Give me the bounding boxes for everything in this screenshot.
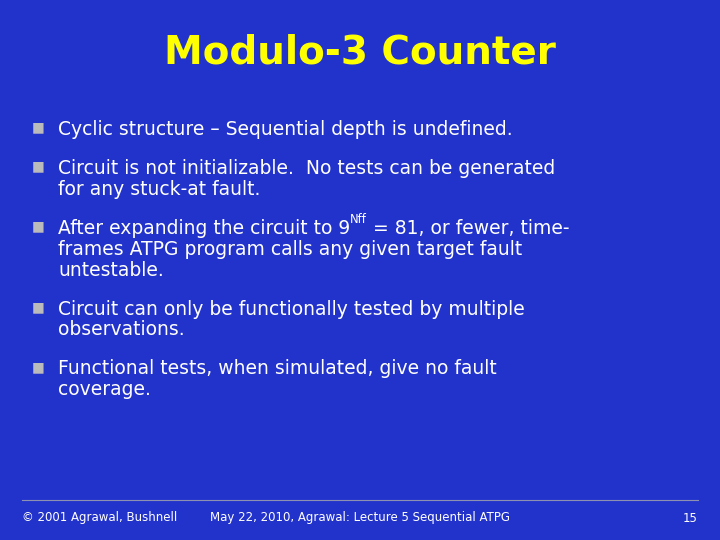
Text: After expanding the circuit to 9: After expanding the circuit to 9 <box>58 219 350 238</box>
Text: Cyclic structure – Sequential depth is undefined.: Cyclic structure – Sequential depth is u… <box>58 120 513 139</box>
Text: Functional tests, when simulated, give no fault: Functional tests, when simulated, give n… <box>58 360 497 379</box>
Text: ■: ■ <box>32 360 45 374</box>
Text: 15: 15 <box>683 511 698 524</box>
Text: ■: ■ <box>32 219 45 233</box>
Text: ■: ■ <box>32 160 45 173</box>
Text: untestable.: untestable. <box>58 261 163 280</box>
Text: Circuit is not initializable.  No tests can be generated: Circuit is not initializable. No tests c… <box>58 159 555 178</box>
Text: = 81, or fewer, time-: = 81, or fewer, time- <box>367 219 570 238</box>
Text: © 2001 Agrawal, Bushnell: © 2001 Agrawal, Bushnell <box>22 511 177 524</box>
Text: ■: ■ <box>32 300 45 314</box>
Text: Circuit can only be functionally tested by multiple: Circuit can only be functionally tested … <box>58 300 525 319</box>
Text: ■: ■ <box>32 120 45 134</box>
Text: for any stuck-at fault.: for any stuck-at fault. <box>58 180 261 199</box>
Text: Nff: Nff <box>350 213 367 226</box>
Text: coverage.: coverage. <box>58 380 151 399</box>
Text: frames ATPG program calls any given target fault: frames ATPG program calls any given targ… <box>58 240 522 259</box>
Text: May 22, 2010, Agrawal: Lecture 5 Sequential ATPG: May 22, 2010, Agrawal: Lecture 5 Sequent… <box>210 511 510 524</box>
Text: Modulo-3 Counter: Modulo-3 Counter <box>164 33 556 71</box>
Text: observations.: observations. <box>58 320 184 340</box>
